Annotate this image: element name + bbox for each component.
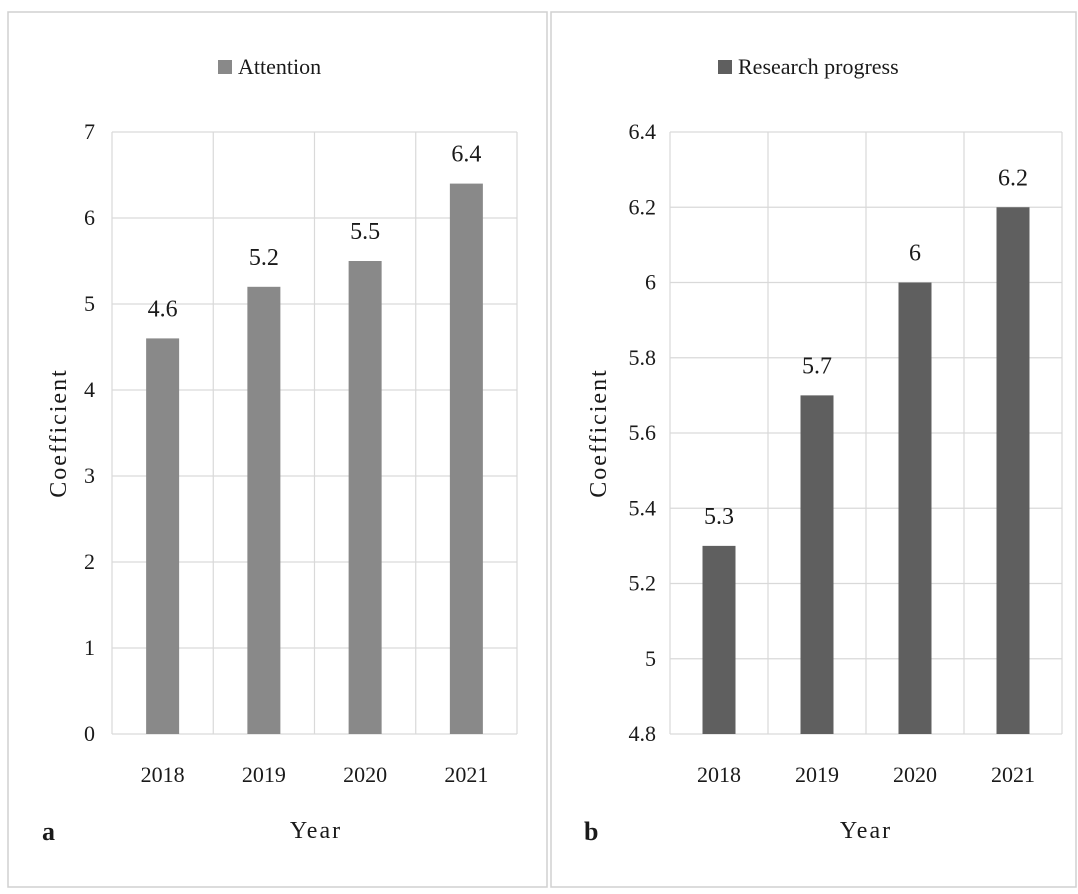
panel-b-y-tick-label: 5.4: [629, 495, 657, 520]
panel-b-bar-2020: [898, 282, 932, 734]
panel-a-legend-label: Attention: [238, 54, 321, 79]
panel-a-y-ticks: 0 1 2 3 4 5 6 7: [84, 119, 95, 746]
chart-panel-a: Attention 4.6 5.2 5.5 6.4 0 1 2 3 4 5 6 7 2018 2019…: [42, 54, 518, 846]
panel-a-gridlines: [111, 131, 518, 735]
panel-b-data-labels: 5.3 5.7 6 6.2: [704, 165, 1028, 530]
panel-a-legend-swatch: [218, 60, 232, 74]
panel-b-y-tick-label: 6.2: [629, 194, 657, 219]
panel-a-data-label-2019: 5.2: [249, 245, 279, 271]
panel-a-bar-2018: [146, 338, 180, 734]
panel-a-bar-2020: [348, 261, 382, 734]
panel-a-x-tick-label-2019: 2019: [242, 762, 286, 787]
panel-b-y-tick-label: 6.4: [629, 119, 657, 144]
panel-b-x-tick-label-2019: 2019: [795, 762, 839, 787]
panel-a-y-tick-label: 5: [84, 291, 95, 316]
panel-a-x-axis-title: Year: [290, 818, 342, 844]
panel-a-data-labels: 4.6 5.2 5.5 6.4: [148, 142, 482, 323]
panel-a-y-tick-label: 2: [84, 549, 95, 574]
panel-a-data-label-2021: 6.4: [451, 142, 481, 168]
panel-b-y-tick-label: 6: [645, 270, 656, 295]
panel-a-border: [7, 11, 548, 888]
panel-b-data-label-2018: 5.3: [704, 504, 734, 530]
panel-a-x-tick-label-2018: 2018: [141, 762, 185, 787]
panel-b-bar-2018: [702, 545, 736, 734]
panel-b-x-axis-title: Year: [840, 818, 892, 844]
panel-b-y-tick-label: 5.8: [629, 345, 657, 370]
panel-a-y-axis-title: Coefficient: [46, 368, 72, 498]
panel-a-y-tick-label: 4: [84, 377, 95, 402]
panel-b-bar-2019: [800, 395, 834, 734]
panel-b-y-ticks: 4.8 5 5.2 5.4 5.6 5.8 6 6.2 6.4: [629, 119, 657, 746]
panel-b-y-tick-label: 5.6: [629, 420, 657, 445]
panel-b-y-tick-label: 5: [645, 646, 656, 671]
panel-a-x-tick-label-2020: 2020: [343, 762, 387, 787]
panel-b-data-label-2021: 6.2: [998, 165, 1028, 191]
panel-b-y-tick-label: 4.8: [629, 721, 657, 746]
panel-a-y-tick-label: 3: [84, 463, 95, 488]
panel-a-bars: [146, 183, 483, 735]
panel-b-x-tick-label-2021: 2021: [991, 762, 1035, 787]
panel-b-legend-label: Research progress: [738, 54, 899, 79]
panel-b-bar-2021: [996, 207, 1030, 734]
panel-b-data-label-2019: 5.7: [802, 353, 832, 379]
panel-b-legend-swatch: [718, 60, 732, 74]
panel-a-y-tick-label: 0: [84, 721, 95, 746]
panel-b-border: [550, 11, 1077, 888]
panel-a-bar-2019: [247, 286, 281, 734]
panel-a-y-tick-label: 1: [84, 635, 95, 660]
panel-a-data-label-2020: 5.5: [350, 219, 380, 245]
panel-a-x-tick-label-2021: 2021: [444, 762, 488, 787]
panel-b-x-tick-label-2018: 2018: [697, 762, 741, 787]
chart-panel-b: Research progress 5.3 5.7 6 6.2 4.8 5 5.2 5.4 5…: [584, 54, 1063, 846]
panel-b-y-axis-title: Coefficient: [586, 368, 612, 498]
panel-b-x-tick-label-2020: 2020: [893, 762, 937, 787]
panel-b-x-ticks: 2018 2019 2020 2021: [697, 762, 1035, 787]
panel-b-bars: [702, 207, 1030, 734]
panel-a-bar-2021: [449, 183, 483, 735]
panel-b-data-label-2020: 6: [909, 241, 921, 267]
panel-a-y-tick-label: 7: [84, 119, 95, 144]
panel-b-letter: b: [584, 817, 598, 846]
panel-a-x-ticks: 2018 2019 2020 2021: [141, 762, 489, 787]
panel-a-y-tick-label: 6: [84, 205, 95, 230]
panel-b-y-tick-label: 5.2: [629, 571, 657, 596]
panel-a-letter: a: [42, 817, 55, 846]
panel-a-data-label-2018: 4.6: [148, 296, 178, 322]
